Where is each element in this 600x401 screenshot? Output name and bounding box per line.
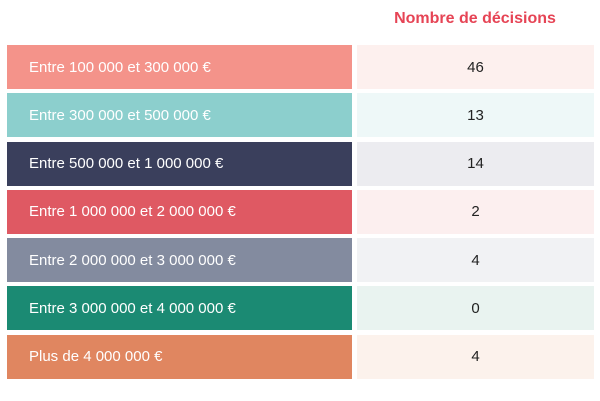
- row-value: 2: [357, 189, 594, 234]
- table-row: Entre 300 000 et 500 000 €13: [7, 93, 594, 138]
- table-row: Entre 500 000 et 1 000 000 €14: [7, 141, 594, 186]
- table-row: Entre 3 000 000 et 4 000 000 €0: [7, 286, 594, 331]
- row-value: 46: [357, 45, 594, 89]
- row-label: Entre 1 000 000 et 2 000 000 €: [7, 189, 352, 234]
- row-label: Entre 300 000 et 500 000 €: [7, 93, 352, 138]
- table-row: Entre 1 000 000 et 2 000 000 €2: [7, 189, 594, 234]
- row-value: 4: [357, 238, 594, 283]
- table-row: Plus de 4 000 000 €4: [7, 334, 594, 379]
- row-label: Entre 3 000 000 et 4 000 000 €: [7, 286, 352, 331]
- row-label: Entre 2 000 000 et 3 000 000 €: [7, 238, 352, 283]
- row-label: Entre 500 000 et 1 000 000 €: [7, 141, 352, 186]
- table-row: Entre 100 000 et 300 000 €46: [7, 45, 594, 89]
- row-value: 14: [357, 141, 594, 186]
- row-value: 4: [357, 334, 594, 379]
- row-value: 13: [357, 93, 594, 138]
- column-header: Nombre de décisions: [394, 10, 556, 27]
- decision-table: Entre 100 000 et 300 000 €46 Entre 300 00…: [7, 45, 594, 383]
- table-row: Entre 2 000 000 et 3 000 000 €4: [7, 238, 594, 283]
- row-value: 0: [357, 286, 594, 331]
- row-label: Entre 100 000 et 300 000 €: [7, 45, 352, 89]
- row-label: Plus de 4 000 000 €: [7, 334, 352, 379]
